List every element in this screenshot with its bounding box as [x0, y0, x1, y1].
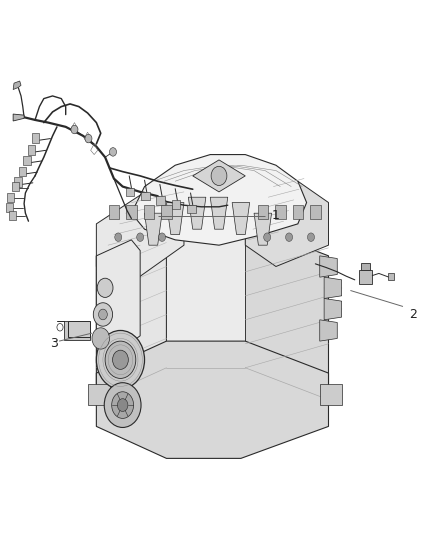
Polygon shape [144, 205, 154, 219]
Polygon shape [188, 197, 206, 229]
Polygon shape [258, 205, 268, 219]
Polygon shape [161, 205, 172, 219]
Polygon shape [13, 114, 24, 121]
Circle shape [286, 233, 293, 241]
Polygon shape [96, 341, 328, 458]
Polygon shape [293, 205, 303, 219]
Polygon shape [23, 156, 31, 165]
Circle shape [57, 324, 63, 331]
Polygon shape [19, 167, 26, 176]
Polygon shape [172, 200, 180, 209]
Polygon shape [388, 273, 394, 280]
Polygon shape [232, 203, 250, 235]
Circle shape [112, 392, 134, 418]
Polygon shape [96, 224, 166, 384]
Circle shape [85, 134, 92, 143]
Text: 2: 2 [410, 308, 417, 321]
Circle shape [117, 399, 128, 411]
Polygon shape [145, 213, 162, 245]
Polygon shape [310, 205, 321, 219]
Polygon shape [68, 321, 90, 337]
Polygon shape [141, 192, 150, 200]
Circle shape [113, 350, 128, 369]
Circle shape [307, 233, 314, 241]
Polygon shape [7, 193, 14, 202]
Polygon shape [156, 196, 165, 205]
Polygon shape [14, 177, 22, 187]
Polygon shape [166, 203, 184, 235]
Polygon shape [88, 384, 110, 405]
Polygon shape [109, 205, 119, 219]
Circle shape [99, 309, 107, 320]
Polygon shape [254, 213, 272, 245]
Polygon shape [324, 298, 342, 320]
Polygon shape [324, 277, 342, 298]
Polygon shape [193, 160, 245, 192]
Polygon shape [131, 155, 307, 245]
Circle shape [115, 233, 122, 241]
Text: 3: 3 [50, 337, 58, 350]
Polygon shape [187, 205, 196, 213]
Polygon shape [57, 321, 90, 340]
Polygon shape [320, 320, 337, 341]
Polygon shape [12, 182, 19, 191]
Circle shape [92, 328, 110, 349]
Polygon shape [275, 205, 286, 219]
Circle shape [211, 166, 227, 185]
Circle shape [110, 148, 117, 156]
Polygon shape [210, 197, 228, 229]
Polygon shape [9, 211, 16, 220]
Circle shape [104, 383, 141, 427]
Text: 1: 1 [272, 209, 279, 222]
Polygon shape [96, 187, 184, 282]
Circle shape [97, 278, 113, 297]
Polygon shape [361, 263, 370, 270]
Polygon shape [245, 181, 328, 266]
Circle shape [105, 341, 136, 378]
Polygon shape [96, 240, 140, 352]
Polygon shape [245, 224, 328, 384]
Polygon shape [166, 224, 245, 352]
Circle shape [264, 233, 271, 241]
Polygon shape [32, 133, 39, 143]
Polygon shape [6, 203, 13, 212]
Polygon shape [126, 205, 137, 219]
Circle shape [93, 303, 113, 326]
Polygon shape [320, 256, 337, 277]
Polygon shape [28, 145, 35, 155]
Circle shape [137, 233, 144, 241]
Circle shape [96, 330, 145, 389]
Polygon shape [359, 270, 372, 284]
Polygon shape [13, 81, 21, 90]
Polygon shape [96, 352, 245, 416]
Circle shape [71, 125, 78, 134]
Circle shape [159, 233, 166, 241]
Polygon shape [126, 188, 134, 196]
Polygon shape [320, 384, 342, 405]
